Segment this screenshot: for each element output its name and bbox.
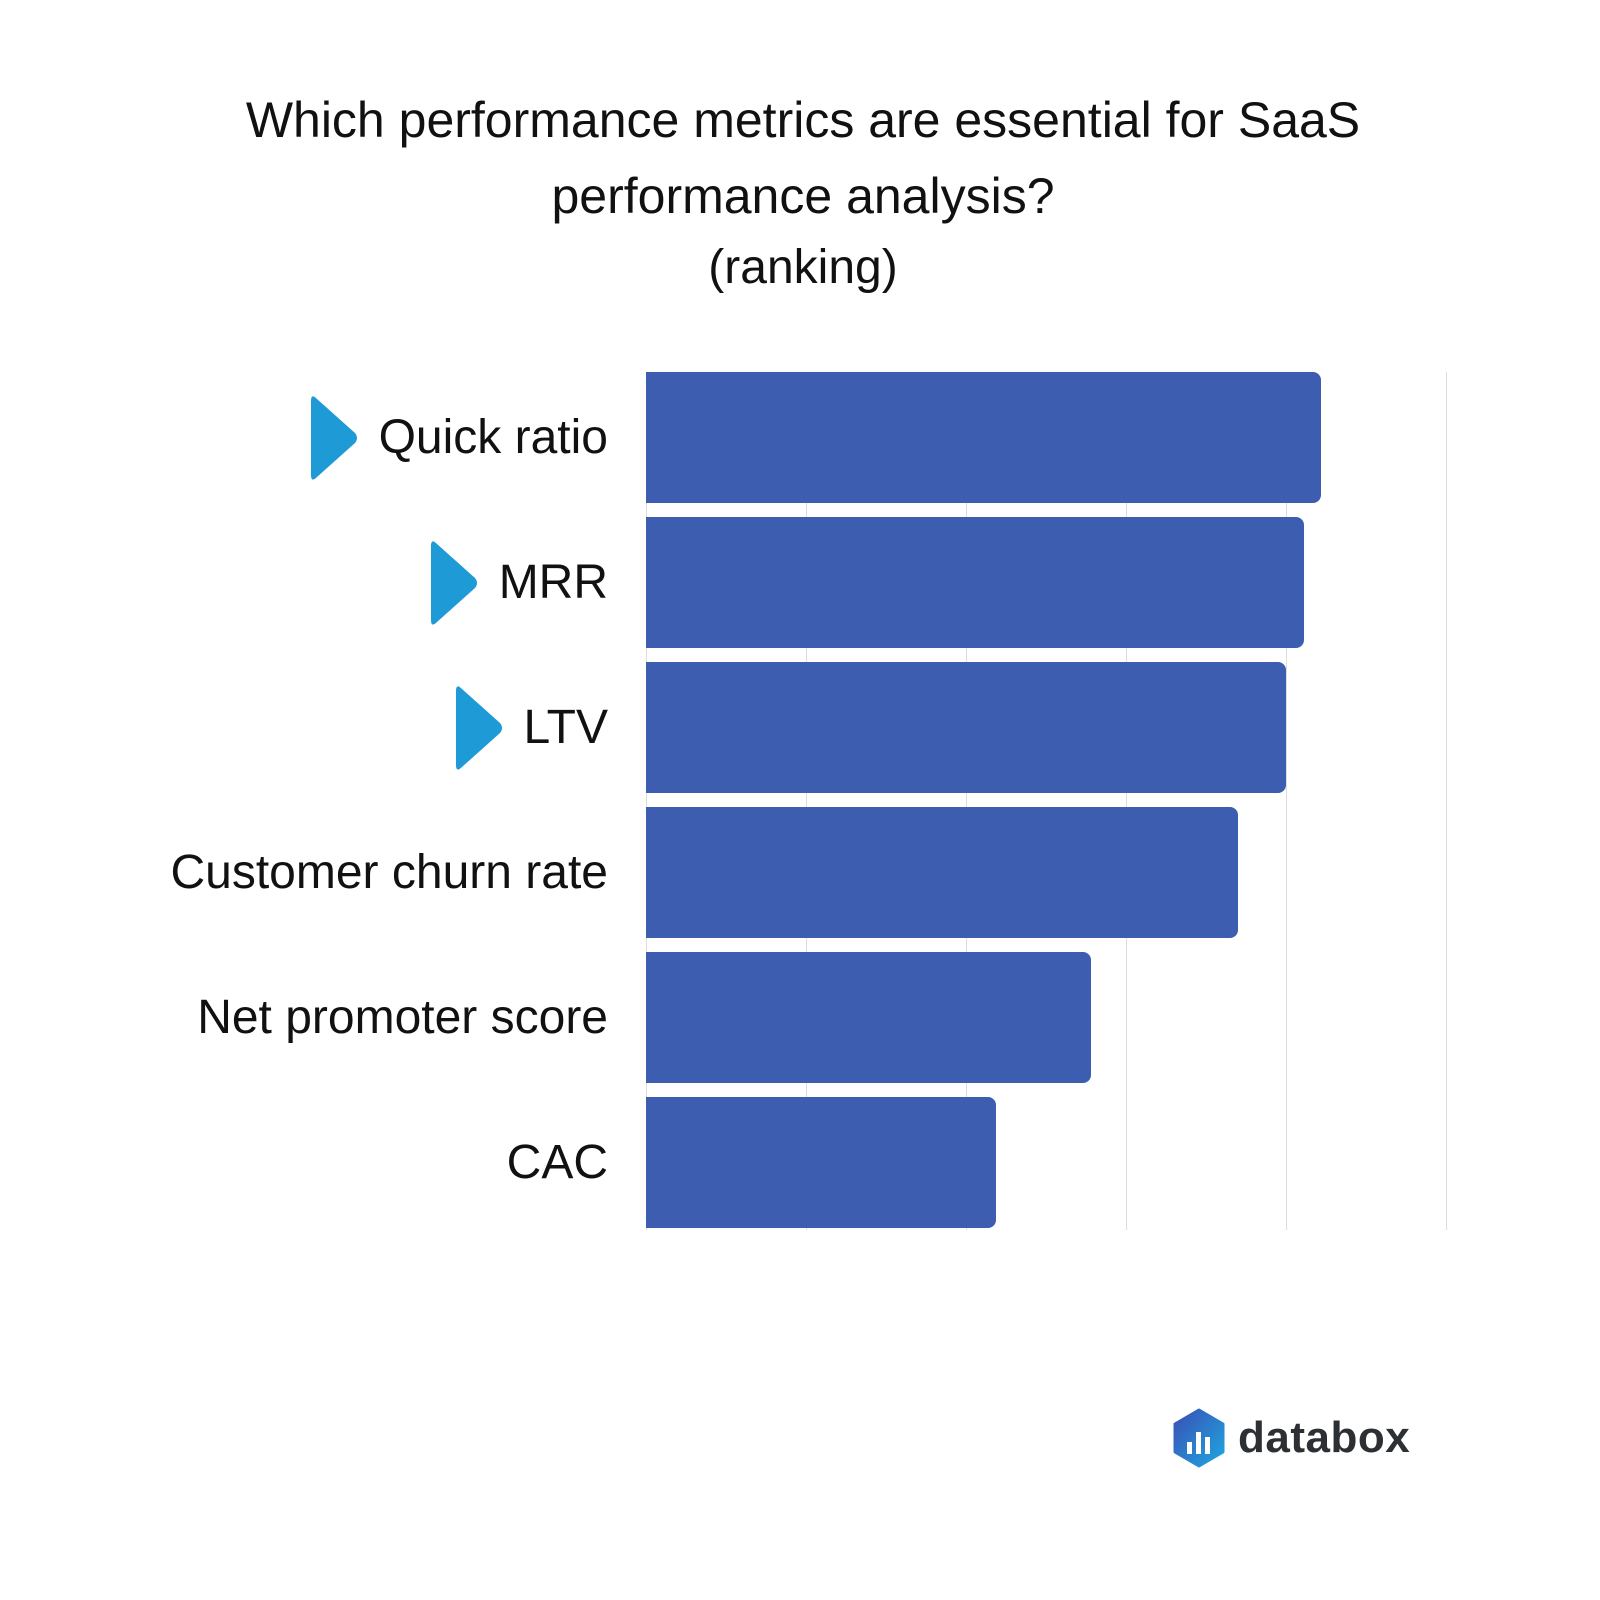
bar bbox=[646, 1097, 997, 1228]
bar bbox=[646, 372, 1322, 503]
bar bbox=[646, 807, 1238, 938]
category-label: Net promoter score bbox=[197, 952, 608, 1083]
category-label: MRR bbox=[427, 517, 608, 648]
gridline bbox=[806, 372, 807, 1230]
databox-logo-icon bbox=[1173, 1408, 1225, 1468]
bar bbox=[646, 517, 1304, 648]
category-label-text: MRR bbox=[498, 556, 608, 609]
category-label-text: Quick ratio bbox=[378, 411, 608, 464]
category-label-text: Customer churn rate bbox=[170, 846, 608, 899]
gridline bbox=[1446, 372, 1447, 1230]
category-label-text: Net promoter score bbox=[197, 991, 608, 1044]
brand-logo: databox bbox=[1172, 1408, 1410, 1468]
plot-area bbox=[646, 372, 1447, 1230]
chart-title-line2: performance analysis? bbox=[551, 168, 1055, 224]
gridline bbox=[966, 372, 967, 1230]
chart-title: Which performance metrics are essential … bbox=[0, 82, 1600, 234]
category-label: CAC bbox=[507, 1097, 608, 1228]
category-label-text: CAC bbox=[506, 1136, 608, 1189]
chart-title-line1: Which performance metrics are essential … bbox=[245, 92, 1361, 148]
chart-subtitle: (ranking) bbox=[708, 241, 898, 294]
gridline bbox=[646, 372, 647, 1230]
category-label: LTV bbox=[452, 662, 608, 793]
category-label-text: LTV bbox=[523, 701, 608, 754]
category-label: Customer churn rate bbox=[170, 807, 608, 938]
highlight-arrow-icon bbox=[455, 685, 502, 770]
highlight-arrow-icon bbox=[430, 540, 477, 625]
bar bbox=[646, 662, 1286, 793]
highlight-arrow-icon bbox=[310, 395, 357, 480]
gridline bbox=[1286, 372, 1287, 1230]
brand-name: databox bbox=[1238, 1413, 1411, 1462]
bar bbox=[646, 952, 1091, 1083]
category-label: Quick ratio bbox=[307, 372, 608, 503]
gridline bbox=[1126, 372, 1127, 1230]
